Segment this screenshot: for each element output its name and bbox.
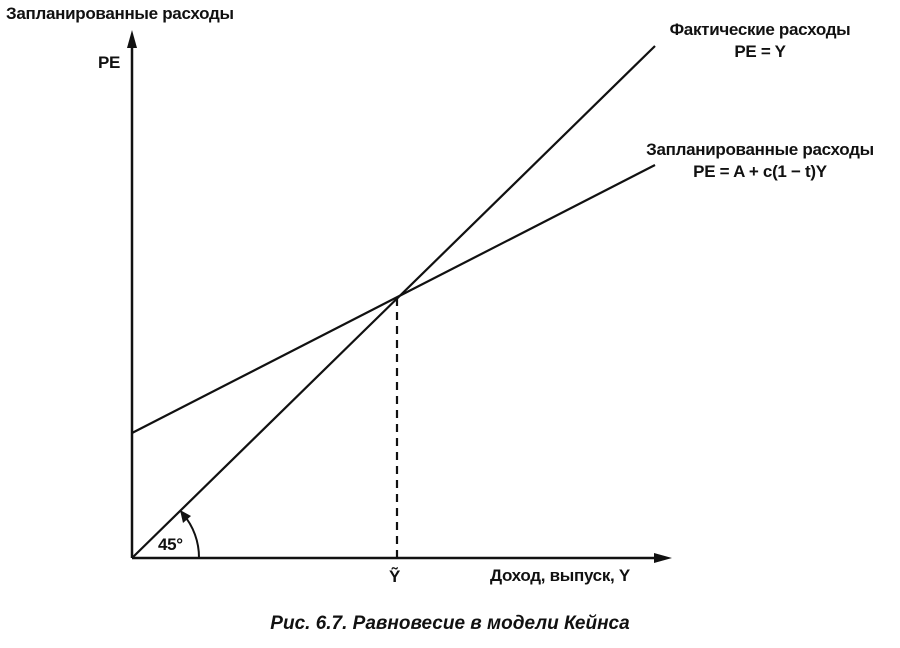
planned-expenditure-line — [131, 164, 656, 434]
planned-line-title: Запланированные расходы — [646, 140, 874, 159]
planned-line-equation: PE = A + c(1 − t)Y — [693, 162, 827, 181]
actual-line-equation: PE = Y — [734, 42, 786, 61]
y-axis-title: Запланированные расходы — [6, 4, 234, 23]
actual-expenditure-line — [131, 45, 656, 559]
actual-line-title: Фактические расходы — [669, 20, 851, 39]
y-axis-arrow-icon — [127, 30, 137, 48]
figure-caption: Рис. 6.7. Равновесие в модели Кейнса — [270, 613, 630, 634]
equilibrium-label: Ỹ — [389, 567, 401, 586]
x-axis-arrow-icon — [654, 553, 672, 563]
angle-label: 45° — [158, 535, 183, 554]
y-axis-symbol: PE — [98, 53, 121, 72]
x-axis-label: Доход, выпуск, Y — [490, 566, 630, 585]
angle-arrow-icon — [180, 510, 191, 523]
